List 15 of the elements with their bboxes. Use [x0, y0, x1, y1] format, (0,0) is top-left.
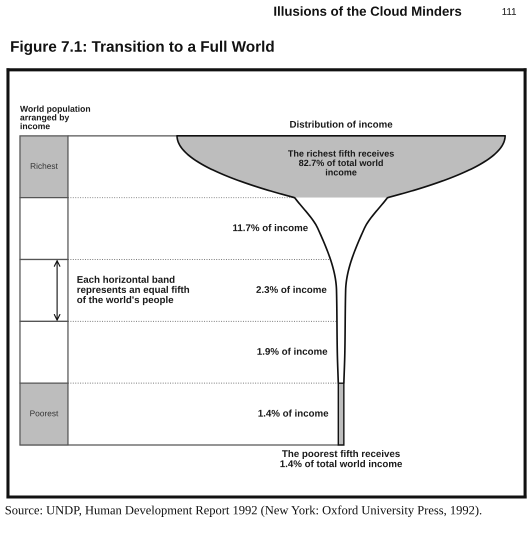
- category-label: Richest: [30, 162, 58, 169]
- text: 111: [502, 8, 516, 15]
- text: Figure 7.1: Transition to a Full World: [11, 40, 274, 55]
- text: Distribution of income: [290, 120, 392, 128]
- data-label: 2.3% of income: [256, 286, 326, 294]
- data-label: 1.9% of income: [257, 348, 328, 355]
- data-label: The richest fifth receives 82.7% of total world income: [288, 150, 394, 176]
- text: The poorest fifth receives 1.4% of total world income: [280, 450, 402, 468]
- source-note: Source: UNDP, Human Development Report 1992 (New York: Oxford University Press, 1992).: [6, 505, 482, 517]
- data-label: 11.7% of income: [233, 224, 308, 232]
- data-label: 1.4% of income: [258, 410, 328, 417]
- category-label: Poorest: [30, 410, 58, 416]
- text: World population arranged by income: [20, 106, 90, 130]
- text: Illusions of the Cloud Minders: [274, 6, 462, 16]
- text: Each horizontal band represents an equal fifth of the world's people: [77, 276, 190, 306]
